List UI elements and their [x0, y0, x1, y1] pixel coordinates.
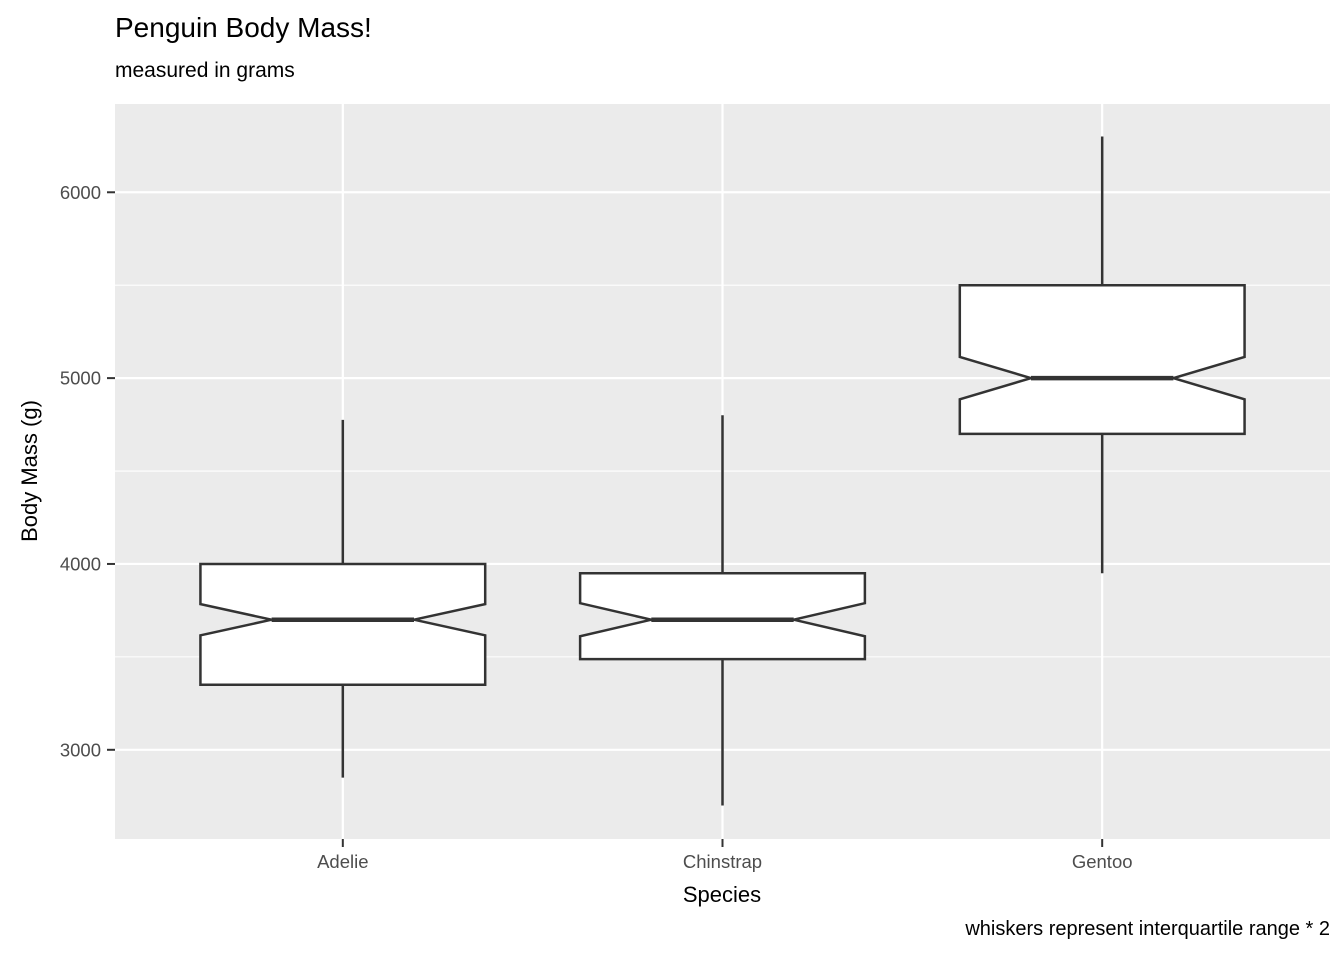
boxplot-gentoo — [958, 136, 1246, 574]
chart-title: Penguin Body Mass! — [115, 12, 372, 43]
notched-box — [958, 283, 1246, 436]
chart-caption: whiskers represent interquartile range *… — [965, 918, 1330, 940]
boxplot-adelie — [199, 419, 487, 778]
x-tick-label-chinstrap: Chinstrap — [683, 851, 762, 872]
x-tick-label-gentoo: Gentoo — [1072, 851, 1133, 872]
chart-subtitle: measured in grams — [115, 59, 295, 82]
notched-box — [578, 571, 867, 661]
y-tick-label-5000: 5000 — [60, 368, 101, 389]
y-tick-label-4000: 4000 — [60, 553, 101, 574]
boxplot-chinstrap — [578, 415, 867, 806]
notched-box — [199, 562, 487, 687]
y-tick-label-3000: 3000 — [60, 739, 101, 760]
x-tick-label-adelie: Adelie — [317, 851, 368, 872]
y-tick-label-6000: 6000 — [60, 182, 101, 203]
x-axis-title: Species — [682, 882, 762, 907]
